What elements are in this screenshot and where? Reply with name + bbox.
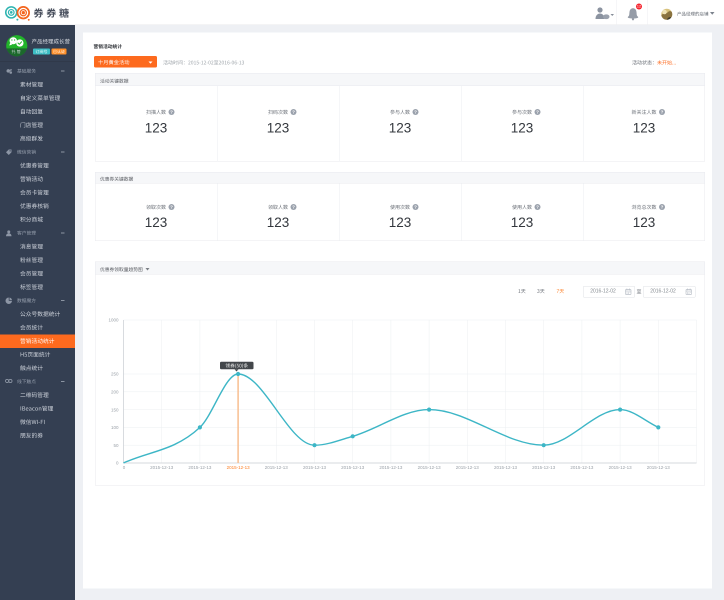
svg-text:2015-12-13: 2015-12-13 [609, 465, 633, 470]
svg-text:2015-12-13: 2015-12-13 [532, 465, 556, 470]
svg-text:2015-12-13: 2015-12-13 [379, 465, 403, 470]
svg-text:200: 200 [111, 390, 119, 395]
svg-text:150: 150 [111, 407, 119, 412]
svg-text:2015-12-13: 2015-12-13 [570, 465, 594, 470]
svg-text:2015-12-13: 2015-12-13 [188, 465, 212, 470]
svg-text:0: 0 [116, 461, 119, 466]
svg-text:2015-12-13: 2015-12-13 [303, 465, 327, 470]
svg-text:250: 250 [111, 372, 119, 377]
svg-text:100: 100 [111, 425, 119, 430]
svg-text:2015-12-13: 2015-12-13 [647, 465, 671, 470]
svg-text:2015-12-13: 2015-12-13 [227, 465, 251, 470]
svg-text:1000: 1000 [108, 318, 119, 323]
svg-text:2015-12-13: 2015-12-13 [341, 465, 365, 470]
svg-text:2015-12-13: 2015-12-13 [456, 465, 480, 470]
svg-text:2015-12-13: 2015-12-13 [265, 465, 289, 470]
svg-text:2015-12-13: 2015-12-13 [418, 465, 442, 470]
svg-text:2015-12-13: 2015-12-13 [150, 465, 174, 470]
svg-text:50: 50 [113, 443, 119, 448]
svg-text:2015-12-13: 2015-12-13 [494, 465, 518, 470]
svg-text:0: 0 [123, 465, 126, 470]
